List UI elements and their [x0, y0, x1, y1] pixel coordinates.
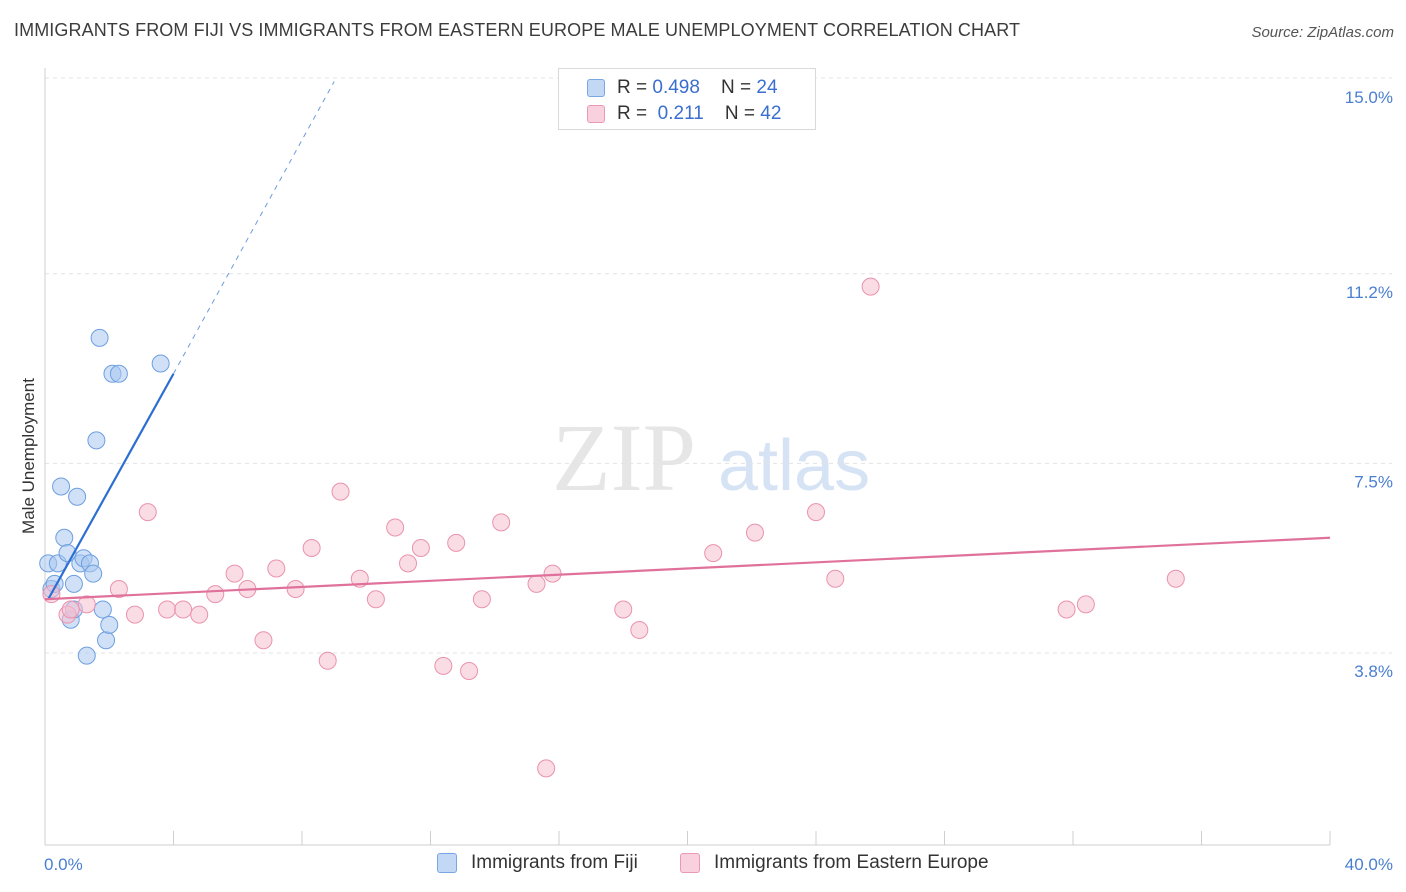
fiji-point-16 [90, 328, 109, 347]
fiji-point-9 [68, 487, 87, 506]
fiji-point-5 [55, 528, 74, 547]
eastern-europe-point-2 [77, 595, 96, 614]
legend-fiji-r-value: 0.498 [652, 77, 700, 98]
y-tick-label-1: 11.2% [1346, 283, 1393, 302]
eastern-europe-point-13 [267, 559, 286, 578]
legend-ee-r-value: 0.211 [652, 103, 704, 124]
eastern-europe-point-41 [61, 600, 80, 619]
watermark: ZIP atlas [552, 404, 870, 511]
eastern-europe-point-21 [399, 554, 418, 573]
legend-fiji-n-label: N = [721, 77, 757, 98]
fiji-point-21 [109, 364, 128, 383]
eastern-europe-point-32 [630, 621, 649, 639]
eastern-europe-point-20 [386, 518, 405, 537]
legend-fiji-r-label: R = [617, 77, 653, 98]
x-tick-label-max: 40.0% [1345, 855, 1393, 874]
legend-ee-text: R = 0.211 N = 42 [617, 103, 781, 125]
eastern-europe-point-26 [472, 590, 491, 609]
eastern-europe-point-34 [745, 523, 764, 542]
fiji-point-8 [64, 574, 83, 593]
legend-item-ee-swatch [680, 853, 700, 873]
eastern-europe-point-15 [302, 539, 321, 557]
eastern-europe-point-4 [125, 605, 144, 624]
legend-item-fiji-swatch [437, 853, 457, 873]
eastern-europe-point-6 [158, 600, 177, 619]
fiji-swatch [587, 79, 605, 97]
fiji-point-4 [52, 477, 71, 496]
eastern-europe-point-31 [614, 600, 633, 619]
eastern-europe-point-22 [411, 539, 430, 557]
x-tick-label-min: 0.0% [44, 855, 83, 874]
fiji-point-15 [87, 431, 106, 450]
eastern-europe-point-7 [174, 600, 193, 619]
eastern-europe-point-9 [206, 585, 225, 604]
eastern-europe-point-5 [138, 503, 157, 522]
eastern-europe-point-8 [190, 605, 209, 624]
legend-ee-n-value: 42 [760, 103, 782, 124]
fiji-point-18 [97, 631, 116, 650]
legend-item-ee-label: Immigrants from Eastern Europe [714, 852, 989, 873]
chart-source: Source: ZipAtlas.com [1251, 24, 1394, 41]
eastern-europe-point-37 [861, 277, 880, 296]
series-legend: Immigrants from Fiji Immigrants from Eas… [0, 850, 1406, 880]
legend-item-fiji-label: Immigrants from Fiji [471, 852, 638, 873]
y-tick-labels: 15.0% 11.2% 7.5% 3.8% [1345, 88, 1393, 681]
chart-title: IMMIGRANTS FROM FIJI VS IMMIGRANTS FROM … [14, 20, 1021, 40]
fiji-point-22 [151, 354, 170, 373]
eastern-europe-point-16 [318, 651, 337, 670]
y-tick-label-3: 3.8% [1354, 662, 1393, 681]
eastern-europe-point-28 [527, 574, 546, 593]
eastern-europe-point-38 [1057, 600, 1076, 619]
eastern-europe-point-33 [704, 544, 723, 563]
data-points [39, 277, 1185, 778]
eastern-europe-point-12 [254, 631, 273, 650]
eastern-europe-point-39 [1076, 595, 1095, 614]
trend-lines [44, 81, 1331, 601]
eastern-europe-point-3 [109, 580, 128, 598]
fiji-point-17 [93, 600, 112, 619]
eastern-europe-point-23 [434, 656, 453, 675]
eastern-europe-point-17 [331, 482, 350, 501]
eastern-europe-swatch [587, 105, 605, 123]
eastern-europe-point-27 [492, 513, 511, 532]
x-ticks [44, 831, 1331, 845]
fiji-point-19 [100, 615, 119, 634]
fiji-trend-extension [173, 81, 335, 374]
eastern-europe-point-29 [537, 759, 556, 778]
eastern-europe-point-14 [286, 580, 305, 598]
eastern-europe-point-35 [807, 503, 825, 522]
fiji-trend-line [47, 373, 175, 600]
legend-ee-r-label: R = [617, 103, 653, 124]
y-tick-label-0: 15.0% [1345, 88, 1393, 107]
eastern-europe-point-25 [460, 662, 479, 680]
eastern-europe-point-36 [826, 569, 845, 588]
watermark-zip: ZIP [552, 404, 696, 511]
fiji-point-14 [84, 564, 103, 583]
eastern-europe-point-19 [366, 590, 385, 609]
y-tick-label-2: 7.5% [1354, 472, 1393, 491]
correlation-legend: R = 0.498 N = 24 R = 0.211 N = 42 [558, 68, 816, 130]
legend-fiji-text: R = 0.498 N = 24 [617, 77, 778, 99]
y-axis-title: Male Unemployment [19, 378, 38, 534]
eastern-europe-point-10 [225, 564, 244, 583]
eastern-europe-point-40 [1166, 569, 1185, 588]
legend-ee-n-label: N = [724, 103, 761, 124]
watermark-atlas: atlas [718, 426, 870, 506]
eastern-europe-trend-line [44, 536, 1331, 601]
eastern-europe-point-24 [447, 533, 466, 552]
legend-fiji-n-value: 24 [756, 77, 778, 98]
fiji-point-12 [77, 646, 96, 665]
